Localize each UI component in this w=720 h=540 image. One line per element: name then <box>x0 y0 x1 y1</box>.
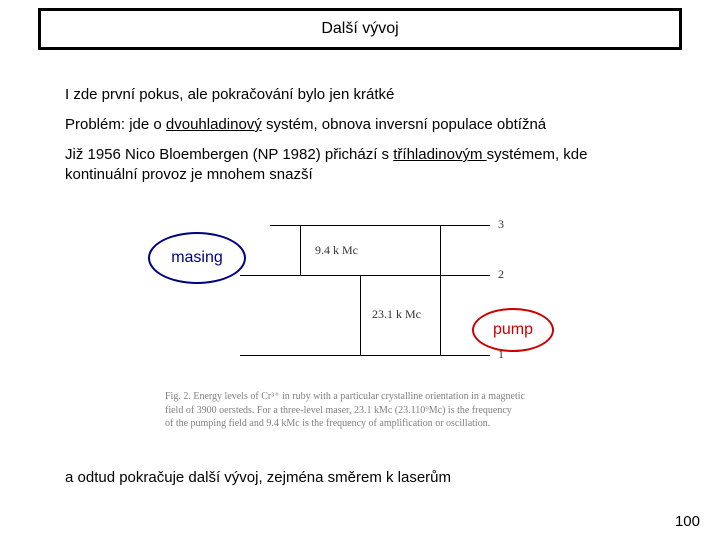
title-box: Další vývoj <box>38 8 682 50</box>
caption-line-2: field of 3900 oersteds. For a three-leve… <box>165 404 585 418</box>
paragraph-3: Již 1956 Nico Bloembergen (NP 1982) přic… <box>65 145 655 184</box>
transition-3-1 <box>440 225 441 355</box>
p3-underline: tříhladinovým <box>393 146 486 163</box>
transition-3-2-label: 9.4 k Mc <box>315 243 358 258</box>
p3-a: Již 1956 Nico Bloembergen (NP 1982) přic… <box>65 146 393 163</box>
page-title: Další vývoj <box>321 20 398 38</box>
level-1-line <box>240 355 490 356</box>
level-3-line <box>270 225 490 226</box>
p2-a: Problém: jde o <box>65 116 166 133</box>
level-3-label: 3 <box>498 217 504 232</box>
paragraph-4: a odtud pokračuje další vývoj, zejména s… <box>65 468 451 488</box>
level-2-line <box>240 275 490 276</box>
caption-line-3: of the pumping field and 9.4 kMc is the … <box>165 417 585 431</box>
p2-b: systém, obnova inversní populace obtížná <box>262 116 546 133</box>
caption-line-1: Fig. 2. Energy levels of Cr³⁺ in ruby wi… <box>165 390 585 404</box>
level-1-label: 1 <box>498 347 504 362</box>
transition-2-1 <box>360 275 361 355</box>
paragraph-1: I zde první pokus, ale pokračování bylo … <box>65 85 394 105</box>
level-2-label: 2 <box>498 267 504 282</box>
transition-2-1-label: 23.1 k Mc <box>372 307 421 322</box>
figure-caption: Fig. 2. Energy levels of Cr³⁺ in ruby wi… <box>165 390 585 431</box>
page-number: 100 <box>675 513 700 530</box>
p2-underline: dvouhladinový <box>166 116 262 133</box>
paragraph-2: Problém: jde o dvouhladinový systém, obn… <box>65 115 546 135</box>
energy-level-diagram: 3 2 1 9.4 k Mc 23.1 k Mc <box>200 215 540 375</box>
transition-3-2 <box>300 225 301 275</box>
